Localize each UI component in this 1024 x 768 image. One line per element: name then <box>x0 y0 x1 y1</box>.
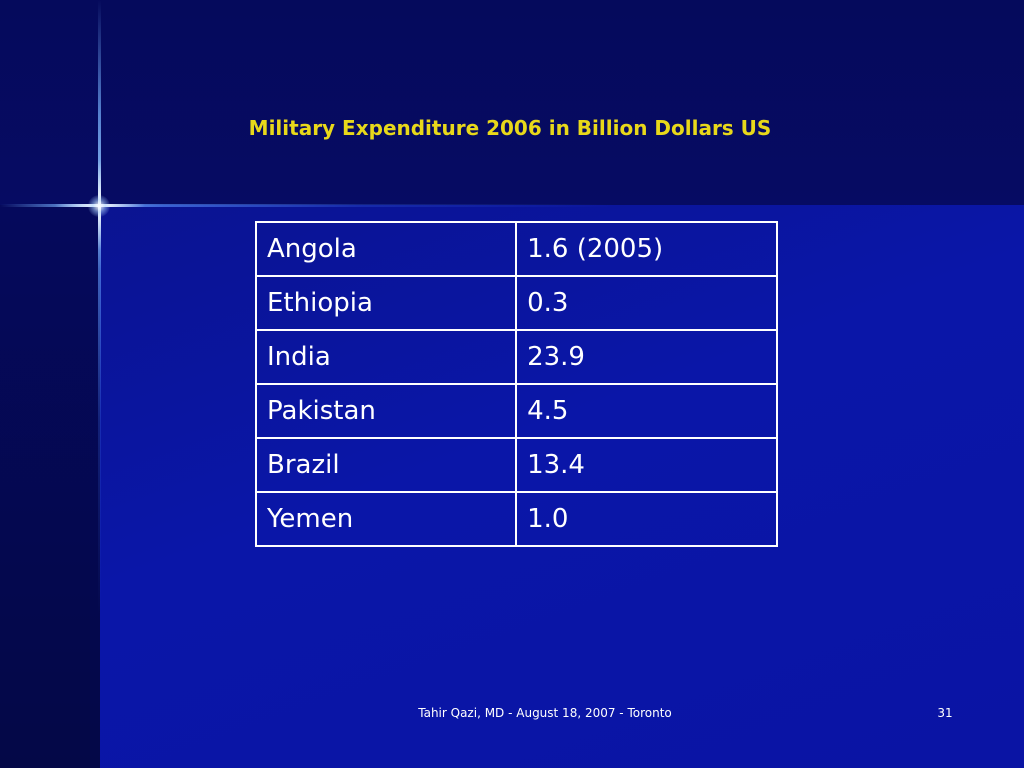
slide-title: Military Expenditure 2006 in Billion Dol… <box>248 116 772 140</box>
table-row: Brazil 13.4 <box>254 437 778 493</box>
value-cell: 1.0 <box>515 491 778 547</box>
country-cell: India <box>254 329 518 385</box>
sparkle-icon <box>88 195 110 217</box>
country-cell: Pakistan <box>254 383 518 439</box>
value-cell: 0.3 <box>515 275 778 331</box>
country-cell: Ethiopia <box>254 275 518 331</box>
table-row: Ethiopia 0.3 <box>254 275 778 331</box>
page-number: 31 <box>937 706 953 720</box>
value-cell: 13.4 <box>515 437 778 493</box>
table-row: Angola 1.6 (2005) <box>254 221 778 277</box>
left-background-band <box>0 205 100 768</box>
table-row: India 23.9 <box>254 329 778 385</box>
country-cell: Angola <box>254 221 518 277</box>
table-row: Pakistan 4.5 <box>254 383 778 439</box>
country-cell: Brazil <box>254 437 518 493</box>
value-cell: 4.5 <box>515 383 778 439</box>
value-cell: 1.6 (2005) <box>515 221 778 277</box>
vertical-accent-line <box>98 0 101 768</box>
top-background-band <box>0 0 1024 205</box>
value-cell: 23.9 <box>515 329 778 385</box>
horizontal-accent-line <box>0 204 1024 207</box>
slide-footer: Tahir Qazi, MD - August 18, 2007 - Toron… <box>418 706 672 720</box>
country-cell: Yemen <box>254 491 518 547</box>
table-row: Yemen 1.0 <box>254 491 778 547</box>
expenditure-table: Angola 1.6 (2005) Ethiopia 0.3 India 23.… <box>254 221 778 547</box>
